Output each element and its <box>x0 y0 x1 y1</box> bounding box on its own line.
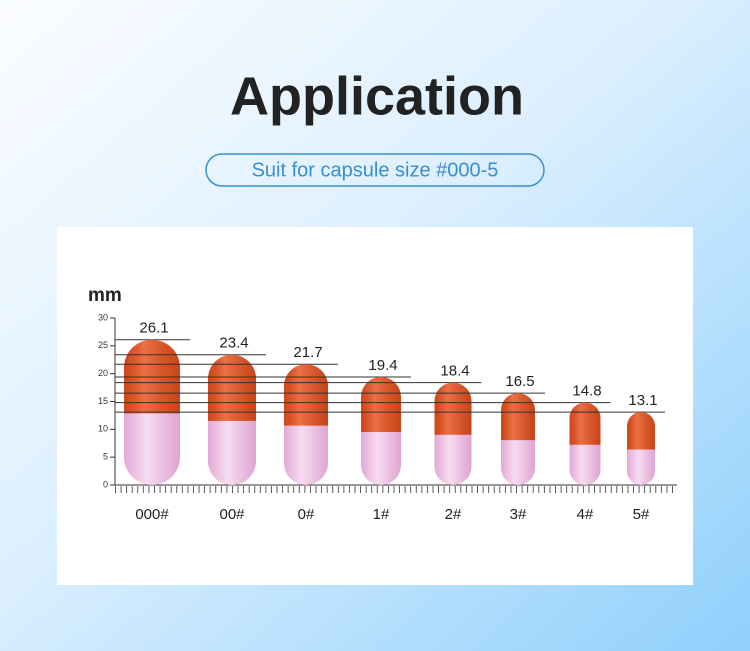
capsule <box>361 377 402 485</box>
value-label: 23.4 <box>219 335 248 352</box>
capsule-body <box>434 433 472 485</box>
x-tick-label: 00# <box>219 506 245 523</box>
subtitle-pill <box>205 153 545 187</box>
capsule <box>124 339 180 485</box>
capsule <box>284 364 328 485</box>
x-tick-label: 4# <box>577 506 594 523</box>
value-label: 18.4 <box>440 363 469 380</box>
capsule-shade <box>361 377 402 433</box>
capsule-body <box>627 448 655 485</box>
value-label: 26.1 <box>139 320 168 337</box>
x-tick-label: 2# <box>445 506 462 523</box>
subtitle: Suit for capsule size #000-5 <box>252 159 499 181</box>
value-label: 14.8 <box>572 383 601 400</box>
x-tick-label: 3# <box>510 506 527 523</box>
capsule-body <box>569 443 601 485</box>
capsule-shade <box>434 382 472 435</box>
capsule-body <box>361 431 401 485</box>
capsule-body <box>124 412 180 485</box>
capsule <box>501 393 535 485</box>
y-tick-label: 20 <box>98 368 108 378</box>
capsule-shade <box>501 393 535 441</box>
x-tick-label: 0# <box>298 506 315 523</box>
y-tick-label: 25 <box>98 340 108 350</box>
y-axis-label: mm <box>88 285 122 306</box>
capsule-body <box>501 439 535 485</box>
value-label: 21.7 <box>293 344 322 361</box>
value-label: 19.4 <box>368 357 397 374</box>
x-tick-label: 5# <box>633 506 650 523</box>
x-tick-label: 1# <box>373 506 390 523</box>
capsule <box>627 412 655 485</box>
chart-title: Application <box>230 66 524 126</box>
capsule <box>208 354 256 485</box>
value-label: 16.5 <box>505 373 534 390</box>
capsule <box>569 402 601 485</box>
y-tick-label: 30 <box>98 312 108 322</box>
y-tick-label: 10 <box>98 424 108 434</box>
y-tick-label: 15 <box>98 396 108 406</box>
x-tick-label: 000# <box>135 506 169 523</box>
capsule-shade <box>569 402 601 445</box>
capsule <box>434 382 472 485</box>
ruler <box>115 486 677 493</box>
capsule-body <box>208 419 256 485</box>
y-tick-label: 0 <box>103 479 108 489</box>
capsule-shade <box>627 412 655 450</box>
capsule-shade <box>284 364 328 426</box>
capsule-body <box>284 424 328 485</box>
y-tick-label: 5 <box>103 452 108 462</box>
value-label: 13.1 <box>628 392 657 409</box>
capsule-shade <box>208 354 256 421</box>
